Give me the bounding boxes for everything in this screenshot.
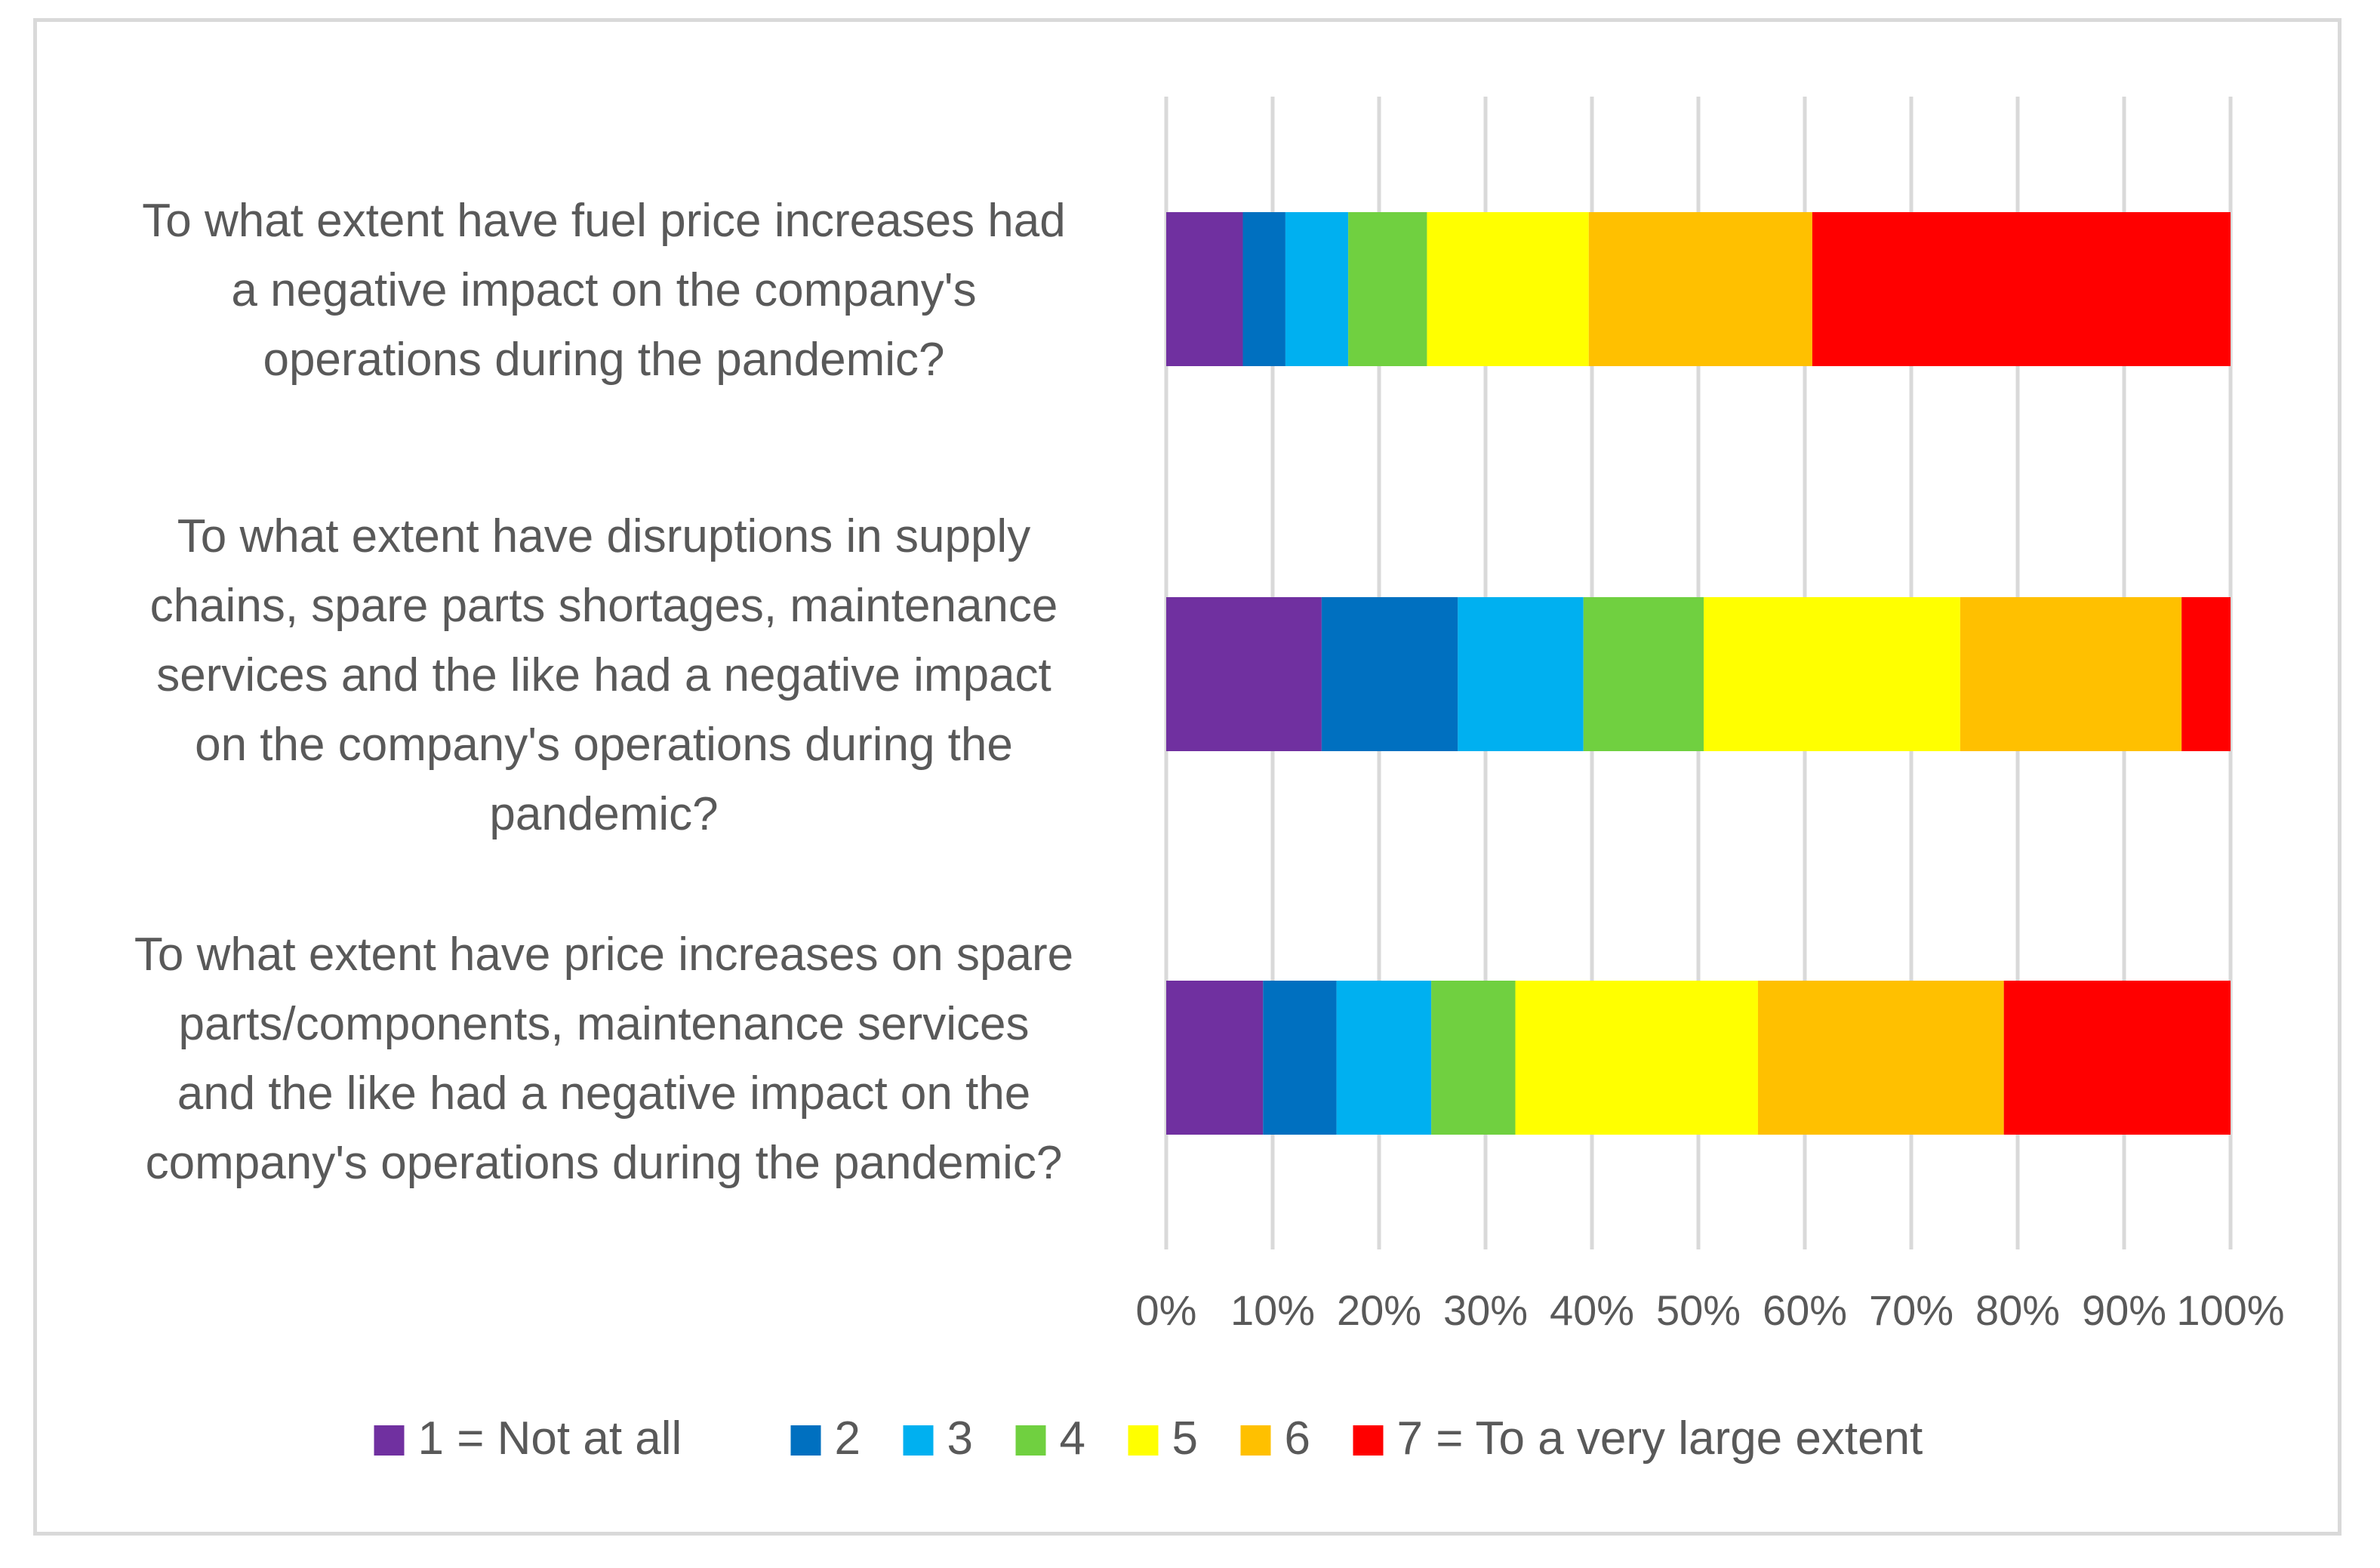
- category-labels: To what extent have fuel price increases…: [134, 195, 1073, 1189]
- legend-item-2: 2: [790, 1412, 861, 1465]
- legend-label: 7 = To a very large extent: [1397, 1412, 1923, 1465]
- legend: 1 = Not at all 2 3 4 5 6 7 = To a very large e…: [374, 1412, 1923, 1465]
- bar-segment-q3-s1: [1166, 981, 1264, 1135]
- category-label-line: operations during the pandemic?: [263, 334, 944, 386]
- chart-frame: [33, 18, 2342, 1536]
- legend-item-1: 1 = Not at all: [374, 1412, 682, 1465]
- x-axis-tick-labels: 0% 10% 20% 30% 40% 50% 60% 70% 80% 90% 100%: [1136, 1286, 2285, 1334]
- category-label-line: a negative impact on the company's: [231, 264, 976, 316]
- bar-segment-q3-s5: [1515, 981, 1758, 1135]
- category-label-line: chains, spare parts shortages, maintenan…: [150, 580, 1058, 632]
- bar-segment-q1-s3: [1285, 212, 1349, 366]
- x-tick-label-7: 70%: [1869, 1286, 1954, 1334]
- bars: [1166, 212, 2231, 1135]
- x-tick-label-8: 80%: [1975, 1286, 2060, 1334]
- legend-swatch: [790, 1425, 821, 1456]
- legend-label: 3: [947, 1412, 973, 1465]
- legend-item-3: 3: [903, 1412, 973, 1465]
- legend-swatch: [1015, 1425, 1046, 1456]
- category-label-line: and the like had a negative impact on th…: [177, 1067, 1031, 1120]
- bar-segment-q3-s6: [1757, 981, 2004, 1135]
- legend-item-5: 5: [1128, 1412, 1198, 1465]
- x-tick-label-9: 90%: [2082, 1286, 2166, 1334]
- x-tick-label-2: 20%: [1337, 1286, 1421, 1334]
- category-label-line: To what extent have disruptions in suppl…: [177, 510, 1030, 562]
- category-label-line: services and the like had a negative imp…: [156, 649, 1051, 701]
- legend-label: 6: [1285, 1412, 1310, 1465]
- bar-segment-q3-s2: [1263, 981, 1337, 1135]
- category-label-line: pandemic?: [489, 788, 718, 840]
- x-tick-label-4: 40%: [1550, 1286, 1634, 1334]
- category-label-3: To what extent have price increases on s…: [134, 929, 1073, 1189]
- legend-item-6: 6: [1240, 1412, 1310, 1465]
- bar-segment-q3-s4: [1431, 981, 1516, 1135]
- bar-segment-q1-s4: [1348, 212, 1427, 366]
- legend-swatch: [1353, 1425, 1384, 1456]
- category-label-1: To what extent have fuel price increases…: [142, 195, 1066, 386]
- bar-segment-q1-s5: [1427, 212, 1589, 366]
- bar-segment-q2-s5: [1704, 597, 1960, 751]
- legend-swatch: [903, 1425, 934, 1456]
- bar-segment-q3-s3: [1336, 981, 1432, 1135]
- bar-segment-q2-s3: [1458, 597, 1584, 751]
- category-label-line: To what extent have fuel price increases…: [142, 195, 1066, 247]
- category-label-2: To what extent have disruptions in suppl…: [150, 510, 1058, 840]
- x-tick-label-1: 10%: [1230, 1286, 1315, 1334]
- bar-segment-q2-s1: [1166, 597, 1322, 751]
- legend-label: 2: [835, 1412, 861, 1465]
- category-label-line: on the company's operations during the: [195, 719, 1013, 771]
- bar-segment-q1-s7: [1812, 212, 2231, 366]
- legend-swatch: [374, 1425, 405, 1456]
- category-label-line: parts/components, maintenance services: [179, 998, 1030, 1050]
- x-tick-label-10: 100%: [2176, 1286, 2284, 1334]
- x-tick-label-3: 30%: [1443, 1286, 1528, 1334]
- bar-segment-q1-s6: [1588, 212, 1812, 366]
- legend-item-4: 4: [1015, 1412, 1085, 1465]
- bar-segment-q1-s2: [1242, 212, 1285, 366]
- bar-segment-q2-s4: [1583, 597, 1704, 751]
- legend-swatch: [1240, 1425, 1271, 1456]
- bar-segment-q1-s1: [1166, 212, 1243, 366]
- legend-swatch: [1128, 1425, 1159, 1456]
- x-tick-label-0: 0%: [1136, 1286, 1197, 1334]
- legend-label: 4: [1060, 1412, 1085, 1465]
- bar-segment-q3-s7: [2003, 981, 2231, 1135]
- legend-label: 5: [1172, 1412, 1198, 1465]
- x-tick-label-6: 60%: [1763, 1286, 1847, 1334]
- x-tick-label-5: 50%: [1656, 1286, 1741, 1334]
- category-label-line: To what extent have price increases on s…: [134, 929, 1073, 981]
- bar-segment-q2-s6: [1960, 597, 2182, 751]
- legend-label: 1 = Not at all: [418, 1412, 682, 1465]
- bar-segment-q2-s7: [2181, 597, 2231, 751]
- bar-segment-q2-s2: [1321, 597, 1458, 751]
- category-label-line: company's operations during the pandemic…: [146, 1137, 1063, 1189]
- legend-item-7: 7 = To a very large extent: [1353, 1412, 1923, 1465]
